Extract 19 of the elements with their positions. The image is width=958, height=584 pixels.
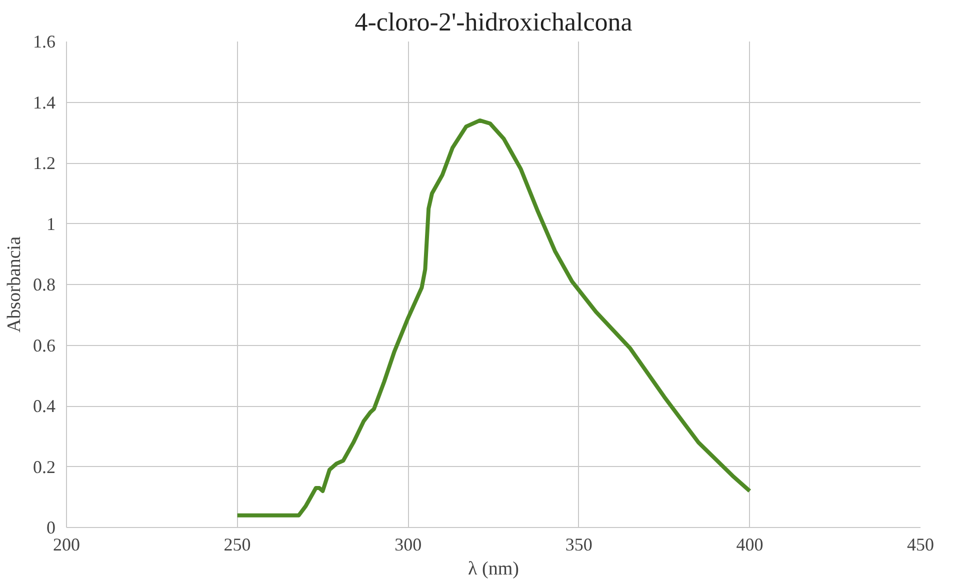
y-axis-title: Absorbancia <box>4 236 25 333</box>
x-tick-label: 400 <box>736 534 764 554</box>
x-tick-label: 350 <box>565 534 592 554</box>
y-tick-label: 1 <box>46 214 56 234</box>
y-tick-label: 0 <box>46 518 56 538</box>
x-tick-label: 300 <box>394 534 422 554</box>
y-tick-label: 0.2 <box>33 456 56 477</box>
line-series <box>235 118 752 518</box>
y-tick-label: 0.8 <box>33 274 56 294</box>
x-axis-title: λ (nm) <box>468 558 519 580</box>
y-tick-label: 0.4 <box>33 396 56 416</box>
y-tick-label: 1.6 <box>33 32 56 52</box>
chart-title: 4-cloro-2'-hidroxichalcona <box>354 8 633 36</box>
y-tick-label: 1.2 <box>33 153 56 173</box>
x-tick-label: 250 <box>224 534 251 554</box>
x-tick-label: 450 <box>907 534 934 554</box>
x-tick-label: 200 <box>53 534 80 554</box>
y-tick-label: 1.4 <box>33 92 56 112</box>
y-tick-label: 0.6 <box>33 335 56 356</box>
